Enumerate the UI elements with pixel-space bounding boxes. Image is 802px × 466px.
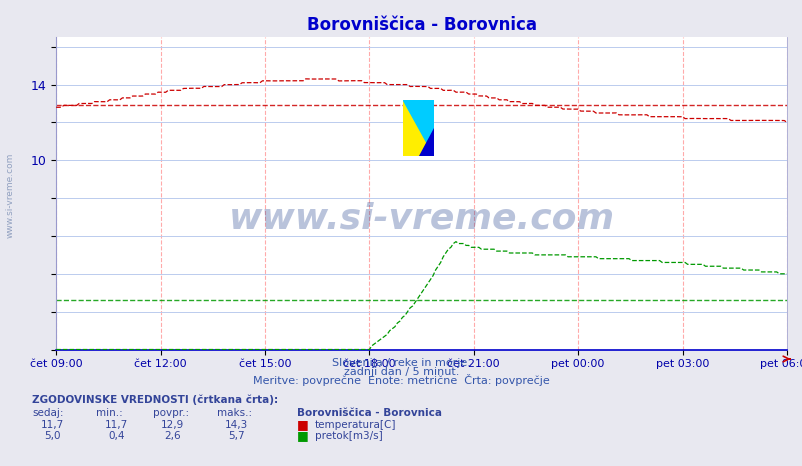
Text: 2,6: 2,6 [164, 431, 180, 441]
Text: povpr.:: povpr.: [152, 408, 188, 418]
Text: zadnji dan / 5 minut.: zadnji dan / 5 minut. [343, 367, 459, 377]
Text: 5,7: 5,7 [229, 431, 245, 441]
Text: ZGODOVINSKE VREDNOSTI (črtkana črta):: ZGODOVINSKE VREDNOSTI (črtkana črta): [32, 395, 278, 405]
Polygon shape [403, 100, 433, 156]
Text: maks.:: maks.: [217, 408, 252, 418]
Text: 14,3: 14,3 [225, 420, 248, 430]
Text: 12,9: 12,9 [161, 420, 184, 430]
Text: 11,7: 11,7 [41, 420, 63, 430]
Text: Slovenija / reke in morje.: Slovenija / reke in morje. [332, 358, 470, 368]
Title: Borovniščica - Borovnica: Borovniščica - Borovnica [306, 16, 536, 34]
Text: www.si-vreme.com: www.si-vreme.com [6, 153, 15, 239]
Text: sedaj:: sedaj: [32, 408, 63, 418]
Text: temperatura[C]: temperatura[C] [314, 420, 395, 430]
Text: 0,4: 0,4 [108, 431, 124, 441]
Polygon shape [418, 128, 433, 156]
Polygon shape [403, 100, 433, 156]
Text: www.si-vreme.com: www.si-vreme.com [229, 201, 614, 235]
Text: min.:: min.: [96, 408, 123, 418]
Text: ■: ■ [297, 429, 309, 442]
Text: Meritve: povprečne  Enote: metrične  Črta: povprečje: Meritve: povprečne Enote: metrične Črta:… [253, 375, 549, 386]
Text: 5,0: 5,0 [44, 431, 60, 441]
Text: pretok[m3/s]: pretok[m3/s] [314, 431, 382, 441]
Text: ■: ■ [297, 418, 309, 431]
Text: Borovniščica - Borovnica: Borovniščica - Borovnica [297, 408, 442, 418]
Text: 11,7: 11,7 [105, 420, 128, 430]
